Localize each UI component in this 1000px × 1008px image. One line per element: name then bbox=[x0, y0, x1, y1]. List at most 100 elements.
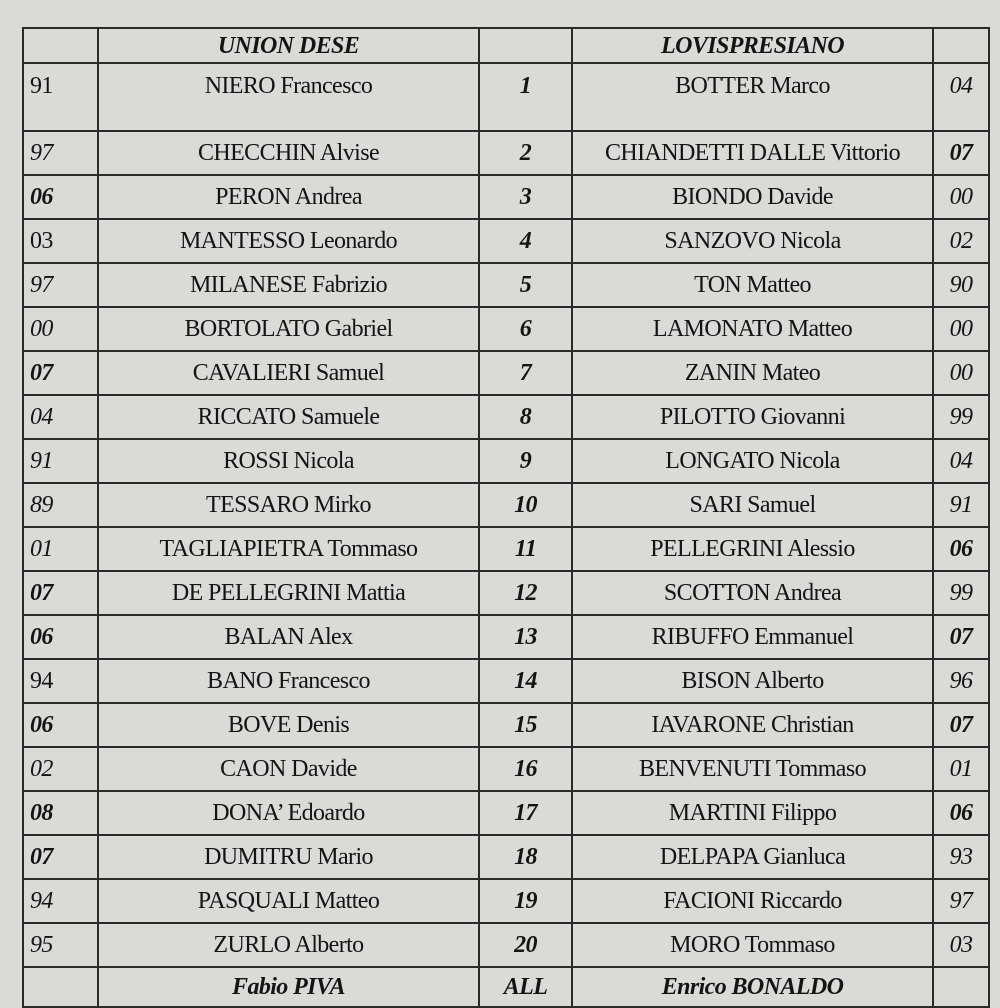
home-player-name: ROSSI Nicola bbox=[97, 438, 480, 484]
player-row: 89 TESSARO Mirko 10 SARI Samuel 91 bbox=[22, 482, 990, 528]
away-birth-year: 04 bbox=[932, 438, 990, 484]
player-row: 94 BANO Francesco 14 BISON Alberto 96 bbox=[22, 658, 990, 704]
away-birth-year: 97 bbox=[932, 878, 990, 924]
player-row: 06 BOVE Denis 15 IAVARONE Christian 07 bbox=[22, 702, 990, 748]
home-player-name: MILANESE Fabrizio bbox=[97, 262, 480, 308]
home-birth-year: 95 bbox=[22, 922, 99, 968]
player-row: 91 ROSSI Nicola 9 LONGATO Nicola 04 bbox=[22, 438, 990, 484]
home-player-name: CAON Davide bbox=[97, 746, 480, 792]
player-row: 07 CAVALIERI Samuel 7 ZANIN Mateo 00 bbox=[22, 350, 990, 396]
shirt-number: 1 bbox=[478, 62, 573, 132]
away-player-name: CHIANDETTI DALLE Vittorio bbox=[571, 130, 934, 176]
home-player-name: TAGLIAPIETRA Tommaso bbox=[97, 526, 480, 572]
shirt-number: 11 bbox=[478, 526, 573, 572]
home-birth-year: 03 bbox=[22, 218, 99, 264]
away-birth-year: 07 bbox=[932, 614, 990, 660]
header-empty-cell bbox=[22, 27, 99, 64]
header-row: UNION DESE LOVISPRESIANO bbox=[22, 27, 990, 64]
away-birth-year: 99 bbox=[932, 570, 990, 616]
away-player-name: IAVARONE Christian bbox=[571, 702, 934, 748]
home-birth-year: 07 bbox=[22, 350, 99, 396]
away-birth-year: 00 bbox=[932, 174, 990, 220]
home-player-name: CHECCHIN Alvise bbox=[97, 130, 480, 176]
shirt-number: 5 bbox=[478, 262, 573, 308]
home-birth-year: 89 bbox=[22, 482, 99, 528]
player-row: 97 MILANESE Fabrizio 5 TON Matteo 90 bbox=[22, 262, 990, 308]
away-birth-year: 00 bbox=[932, 350, 990, 396]
shirt-number: 13 bbox=[478, 614, 573, 660]
shirt-number: 4 bbox=[478, 218, 573, 264]
away-player-name: BOTTER Marco bbox=[571, 62, 934, 132]
away-player-name: LONGATO Nicola bbox=[571, 438, 934, 484]
home-player-name: DE PELLEGRINI Mattia bbox=[97, 570, 480, 616]
away-birth-year: 07 bbox=[932, 702, 990, 748]
player-row: 95 ZURLO Alberto 20 MORO Tommaso 03 bbox=[22, 922, 990, 968]
shirt-number: 15 bbox=[478, 702, 573, 748]
player-row: 03 MANTESSO Leonardo 4 SANZOVO Nicola 02 bbox=[22, 218, 990, 264]
player-row: 08 DONA’ Edoardo 17 MARTINI Filippo 06 bbox=[22, 790, 990, 836]
away-birth-year: 07 bbox=[932, 130, 990, 176]
header-empty-cell bbox=[478, 27, 573, 64]
away-player-name: SARI Samuel bbox=[571, 482, 934, 528]
home-player-name: DONA’ Edoardo bbox=[97, 790, 480, 836]
home-player-name: TESSARO Mirko bbox=[97, 482, 480, 528]
coach-label: ALL bbox=[478, 966, 573, 1008]
away-player-name: LAMONATO Matteo bbox=[571, 306, 934, 352]
header-empty-cell bbox=[932, 27, 990, 64]
away-player-name: MORO Tommaso bbox=[571, 922, 934, 968]
shirt-number: 18 bbox=[478, 834, 573, 880]
shirt-number: 12 bbox=[478, 570, 573, 616]
player-row: 07 DE PELLEGRINI Mattia 12 SCOTTON Andrea 99 bbox=[22, 570, 990, 616]
shirt-number: 3 bbox=[478, 174, 573, 220]
away-birth-year: 90 bbox=[932, 262, 990, 308]
home-birth-year: 97 bbox=[22, 262, 99, 308]
home-player-name: MANTESSO Leonardo bbox=[97, 218, 480, 264]
lineup-table: UNION DESE LOVISPRESIANO 91 NIERO Frances… bbox=[22, 27, 990, 1008]
home-birth-year: 04 bbox=[22, 394, 99, 440]
away-coach-name: Enrico BONALDO bbox=[571, 966, 934, 1008]
away-player-name: BENVENUTI Tommaso bbox=[571, 746, 934, 792]
player-row: 01 TAGLIAPIETRA Tommaso 11 PELLEGRINI Aless… bbox=[22, 526, 990, 572]
footer-empty-cell bbox=[932, 966, 990, 1008]
home-birth-year: 07 bbox=[22, 834, 99, 880]
away-player-name: BISON Alberto bbox=[571, 658, 934, 704]
away-player-name: FACIONI Riccardo bbox=[571, 878, 934, 924]
away-birth-year: 04 bbox=[932, 62, 990, 132]
away-player-name: SANZOVO Nicola bbox=[571, 218, 934, 264]
away-birth-year: 01 bbox=[932, 746, 990, 792]
home-player-name: PERON Andrea bbox=[97, 174, 480, 220]
home-player-name: BALAN Alex bbox=[97, 614, 480, 660]
home-player-name: BOVE Denis bbox=[97, 702, 480, 748]
away-birth-year: 02 bbox=[932, 218, 990, 264]
home-player-name: BORTOLATO Gabriel bbox=[97, 306, 480, 352]
player-row: 06 PERON Andrea 3 BIONDO Davide 00 bbox=[22, 174, 990, 220]
home-birth-year: 94 bbox=[22, 878, 99, 924]
shirt-number: 6 bbox=[478, 306, 573, 352]
home-player-name: CAVALIERI Samuel bbox=[97, 350, 480, 396]
away-birth-year: 06 bbox=[932, 790, 990, 836]
player-row: 02 CAON Davide 16 BENVENUTI Tommaso 01 bbox=[22, 746, 990, 792]
shirt-number: 20 bbox=[478, 922, 573, 968]
player-row: 07 DUMITRU Mario 18 DELPAPA Gianluca 93 bbox=[22, 834, 990, 880]
away-birth-year: 91 bbox=[932, 482, 990, 528]
away-player-name: RIBUFFO Emmanuel bbox=[571, 614, 934, 660]
home-birth-year: 06 bbox=[22, 702, 99, 748]
player-row: 00 BORTOLATO Gabriel 6 LAMONATO Matteo 00 bbox=[22, 306, 990, 352]
home-player-name: PASQUALI Matteo bbox=[97, 878, 480, 924]
away-birth-year: 06 bbox=[932, 526, 990, 572]
player-row: 91 NIERO Francesco 1 BOTTER Marco 04 bbox=[22, 62, 990, 132]
coach-row: Fabio PIVA ALL Enrico BONALDO bbox=[22, 966, 990, 1008]
home-birth-year: 91 bbox=[22, 438, 99, 484]
home-birth-year: 91 bbox=[22, 62, 99, 132]
away-player-name: ZANIN Mateo bbox=[571, 350, 934, 396]
home-player-name: RICCATO Samuele bbox=[97, 394, 480, 440]
shirt-number: 2 bbox=[478, 130, 573, 176]
away-player-name: PELLEGRINI Alessio bbox=[571, 526, 934, 572]
away-player-name: DELPAPA Gianluca bbox=[571, 834, 934, 880]
home-birth-year: 00 bbox=[22, 306, 99, 352]
shirt-number: 14 bbox=[478, 658, 573, 704]
away-player-name: TON Matteo bbox=[571, 262, 934, 308]
shirt-number: 7 bbox=[478, 350, 573, 396]
home-birth-year: 97 bbox=[22, 130, 99, 176]
player-row: 06 BALAN Alex 13 RIBUFFO Emmanuel 07 bbox=[22, 614, 990, 660]
